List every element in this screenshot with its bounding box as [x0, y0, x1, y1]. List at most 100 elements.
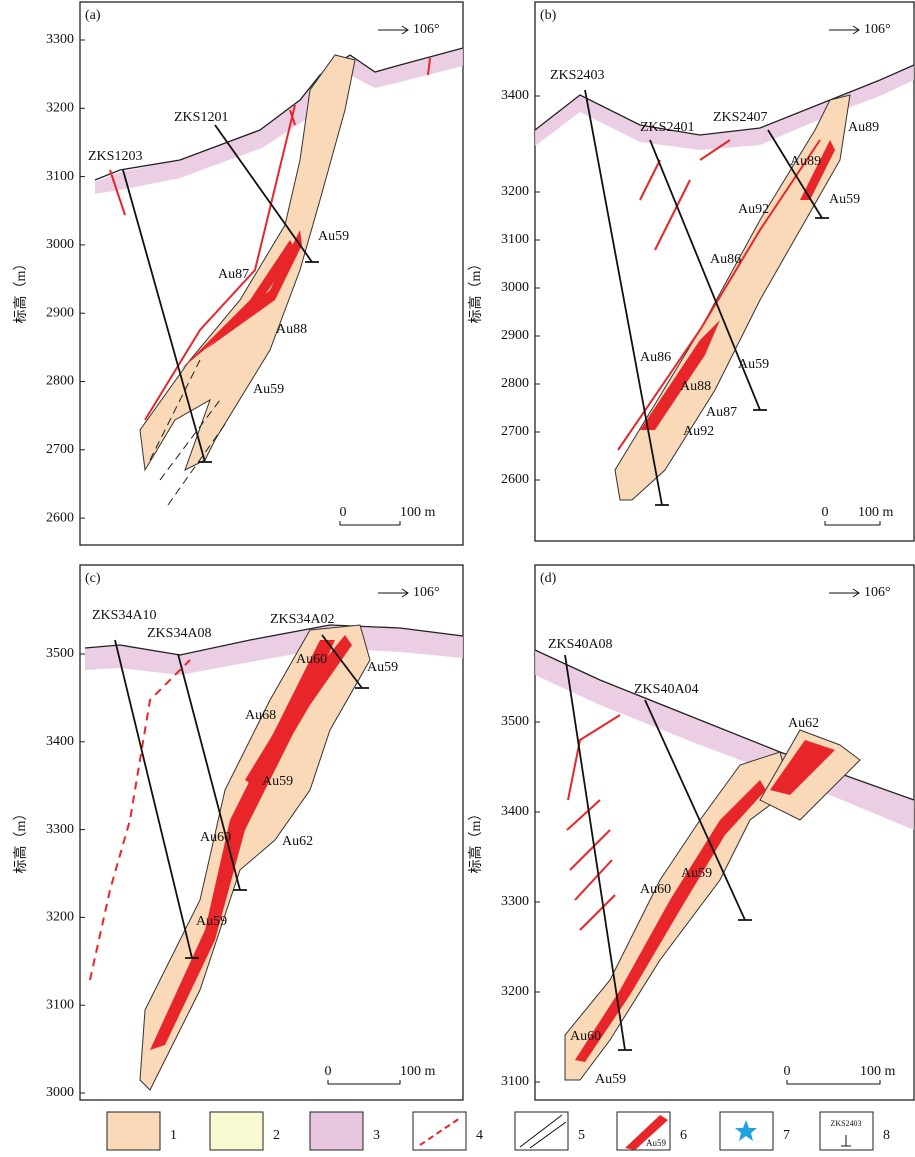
- y-tick-label: 2600: [501, 472, 529, 487]
- y-tick-label: 3300: [501, 894, 529, 909]
- y-tick-label: 3300: [46, 32, 74, 47]
- orebody-label: Au60: [296, 652, 327, 667]
- orebody-label: Au59: [262, 774, 293, 789]
- drillhole-label: ZKS34A02: [270, 612, 335, 627]
- y-axis-label: 标高（m）: [12, 257, 29, 324]
- orebody-label: Au86: [710, 252, 741, 267]
- inferred-fault: [90, 660, 190, 980]
- drillhole-label: ZKS34A08: [147, 626, 212, 641]
- y-tick-label: 3100: [501, 232, 529, 247]
- y-tick-label: 3200: [501, 184, 529, 199]
- y-tick-label: 2700: [46, 442, 74, 457]
- scale-bar: [787, 1080, 880, 1084]
- y-tick-label: 3000: [501, 280, 529, 295]
- legend-swatch: [310, 1112, 363, 1150]
- drillhole: [585, 90, 822, 505]
- y-tick-label: 2800: [501, 376, 529, 391]
- orebody-label: Au60: [200, 830, 231, 845]
- panel-label: (c): [85, 571, 101, 586]
- overburden: [85, 625, 463, 675]
- north-arrow-label: 106°: [413, 585, 440, 600]
- legend-swatch: [210, 1112, 263, 1150]
- drillhole-label: ZKS1203: [88, 149, 142, 164]
- north-arrow: [378, 26, 408, 34]
- legend-label: 2: [273, 1128, 280, 1143]
- orebody-label: Au59: [196, 914, 227, 929]
- y-tick-label: 3400: [501, 88, 529, 103]
- orebody-label: Au59: [595, 1072, 626, 1087]
- scale-label: 100 m: [858, 505, 894, 520]
- legend-label: 7: [783, 1128, 790, 1143]
- legend-label: 1: [170, 1128, 177, 1143]
- orebody-label: Au87: [706, 405, 737, 420]
- y-tick-label: 3400: [46, 734, 74, 749]
- panel-label: (d): [540, 571, 557, 586]
- orebody-label: Au59: [367, 660, 398, 675]
- orebody-label: Au89: [848, 120, 879, 135]
- y-tick-label: 3500: [46, 646, 74, 661]
- drillhole-label: ZKS40A08: [548, 637, 613, 652]
- orebody-label: Au59: [253, 382, 284, 397]
- scale-bar: [825, 521, 880, 525]
- orebody-label: Au62: [788, 716, 819, 731]
- y-tick-label: 3100: [46, 997, 74, 1012]
- north-arrow-label: 106°: [864, 22, 891, 37]
- scale-bar: [328, 1080, 400, 1084]
- y-tick-label: 3500: [501, 714, 529, 729]
- north-arrow: [829, 589, 859, 597]
- legend-symbol: [520, 1115, 566, 1148]
- scale-label: 0: [340, 505, 347, 520]
- scale-bar: [340, 521, 400, 525]
- legend-symbol: [841, 1135, 851, 1146]
- legend-label: 5: [578, 1128, 585, 1143]
- y-tick-label: 3100: [46, 169, 74, 184]
- scale-label: 0: [784, 1064, 791, 1079]
- orebody-label: Au59: [738, 357, 769, 372]
- legend-symbol: [735, 1120, 757, 1141]
- surface-line: [535, 650, 914, 800]
- orebody-label: Au68: [245, 708, 276, 723]
- y-tick-label: 2700: [501, 424, 529, 439]
- y-tick-label: 3200: [46, 101, 74, 116]
- orebody-label: Au59: [681, 866, 712, 881]
- y-tick-label: 3100: [501, 1074, 529, 1089]
- scale-label: 100 m: [400, 505, 436, 520]
- north-arrow: [378, 589, 408, 597]
- y-tick-label: 3300: [46, 822, 74, 837]
- orebody-label: Au88: [276, 322, 307, 337]
- orebody-label: Au88: [680, 379, 711, 394]
- scale-label: 100 m: [860, 1064, 896, 1079]
- legend: [107, 1112, 873, 1150]
- north-arrow-label: 106°: [864, 585, 891, 600]
- legend-label: 4: [476, 1128, 483, 1143]
- y-axis-label: 标高（m）: [467, 257, 484, 324]
- drillhole-label: ZKS2401: [640, 120, 694, 135]
- legend-symbol: [420, 1118, 460, 1145]
- drillhole-label: ZKS1201: [174, 110, 228, 125]
- y-axis-label: 标高（m）: [467, 807, 484, 874]
- drillhole-label: ZKS2403: [550, 68, 604, 83]
- y-tick-label: 2600: [46, 510, 74, 525]
- orebody-label: Au59: [829, 192, 860, 207]
- y-tick-label: 2900: [46, 305, 74, 320]
- legend-label: 3: [373, 1128, 380, 1143]
- y-tick-label: 3000: [46, 1085, 74, 1100]
- drillhole-label: ZKS34A10: [92, 608, 157, 623]
- legend-label: 8: [883, 1128, 890, 1143]
- y-tick-label: 3200: [501, 984, 529, 999]
- north-arrow: [829, 26, 859, 34]
- y-axis-label: 标高（m）: [12, 807, 29, 874]
- orebody-label: Au92: [683, 424, 714, 439]
- figure: (a)106°标高（m）3300320031003000290028002700…: [0, 0, 915, 1152]
- legend-label: 6: [680, 1128, 687, 1143]
- scale-label: 0: [325, 1064, 332, 1079]
- scale-label: 100 m: [400, 1064, 436, 1079]
- orebody-zone: [140, 55, 355, 470]
- orebody-label: Au89: [790, 154, 821, 169]
- drillhole-label: ZKS2407: [713, 110, 767, 125]
- panel-label: (b): [540, 8, 557, 23]
- y-tick-label: 2900: [501, 328, 529, 343]
- legend-sample-label: ZKS2403: [830, 1119, 861, 1128]
- y-tick-label: 3400: [501, 804, 529, 819]
- north-arrow-label: 106°: [413, 22, 440, 37]
